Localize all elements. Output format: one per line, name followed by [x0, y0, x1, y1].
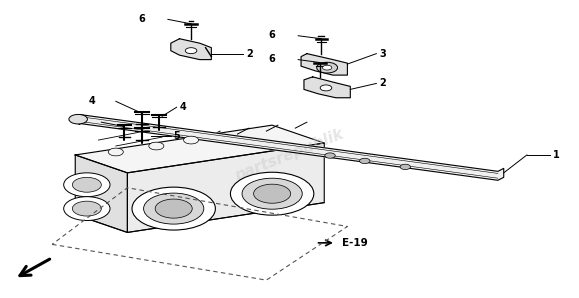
Circle shape — [132, 187, 215, 230]
Text: E-19: E-19 — [342, 238, 367, 248]
Text: 6: 6 — [138, 14, 145, 24]
Circle shape — [185, 48, 197, 54]
Text: 4: 4 — [179, 102, 186, 112]
Polygon shape — [81, 115, 504, 180]
Text: 6: 6 — [268, 30, 275, 40]
Circle shape — [323, 65, 332, 70]
Circle shape — [360, 158, 370, 164]
Text: 2: 2 — [379, 78, 386, 89]
Circle shape — [230, 172, 314, 215]
Text: 1: 1 — [553, 150, 560, 160]
Circle shape — [242, 178, 302, 209]
Polygon shape — [75, 125, 324, 173]
Circle shape — [72, 177, 101, 192]
Circle shape — [144, 193, 204, 224]
Circle shape — [64, 197, 110, 221]
Circle shape — [254, 184, 291, 203]
Circle shape — [325, 153, 335, 158]
Circle shape — [149, 142, 164, 150]
Text: 3: 3 — [379, 49, 386, 59]
Polygon shape — [127, 143, 324, 232]
Polygon shape — [75, 155, 127, 232]
Text: 4: 4 — [74, 117, 81, 127]
Text: 4: 4 — [89, 96, 96, 106]
Text: 2: 2 — [246, 49, 253, 59]
Circle shape — [108, 148, 123, 156]
Circle shape — [317, 62, 338, 73]
Circle shape — [155, 199, 192, 218]
Circle shape — [69, 114, 87, 124]
Text: partsrepublik: partsrepublik — [233, 126, 346, 184]
Circle shape — [184, 136, 199, 144]
Text: 5: 5 — [174, 131, 181, 141]
Circle shape — [64, 173, 110, 197]
Polygon shape — [301, 54, 347, 75]
Polygon shape — [171, 39, 211, 60]
Polygon shape — [304, 77, 350, 98]
Circle shape — [72, 201, 101, 216]
Circle shape — [400, 164, 411, 170]
Text: 6: 6 — [268, 54, 275, 64]
Circle shape — [320, 85, 332, 91]
